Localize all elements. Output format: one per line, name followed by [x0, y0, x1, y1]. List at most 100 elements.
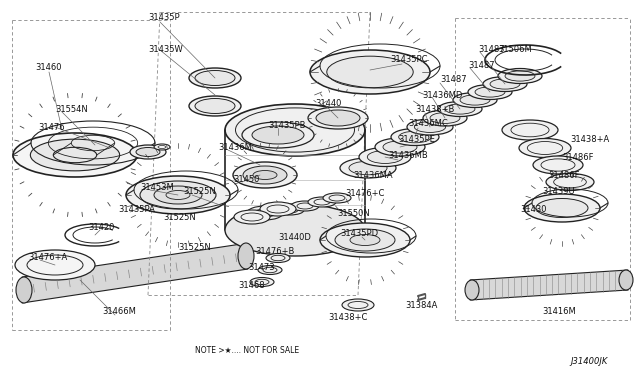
Ellipse shape [252, 126, 304, 144]
Ellipse shape [423, 110, 467, 126]
Text: 31525N: 31525N [183, 187, 216, 196]
Ellipse shape [189, 68, 241, 88]
Text: 31435PD: 31435PD [340, 228, 378, 237]
Ellipse shape [258, 266, 282, 275]
Ellipse shape [323, 193, 351, 203]
Text: 31476+C: 31476+C [345, 189, 385, 199]
Ellipse shape [349, 161, 387, 175]
Ellipse shape [195, 99, 235, 113]
Text: 31476: 31476 [38, 122, 65, 131]
Text: 31440: 31440 [315, 99, 341, 108]
Text: 31476+B: 31476+B [255, 247, 294, 257]
Ellipse shape [619, 270, 633, 290]
Ellipse shape [233, 162, 297, 188]
Text: J31400JK: J31400JK [570, 357, 607, 366]
Polygon shape [470, 270, 628, 300]
Ellipse shape [342, 299, 374, 311]
Ellipse shape [414, 122, 445, 132]
Ellipse shape [533, 156, 583, 174]
Text: 31487: 31487 [478, 45, 504, 55]
Ellipse shape [335, 229, 395, 251]
Polygon shape [22, 243, 248, 303]
Text: 31473: 31473 [248, 263, 275, 273]
Text: 31468: 31468 [238, 282, 264, 291]
Ellipse shape [468, 84, 512, 99]
Ellipse shape [154, 186, 202, 204]
Text: 31554N: 31554N [55, 106, 88, 115]
Text: 31440D: 31440D [278, 232, 311, 241]
Ellipse shape [490, 79, 520, 89]
Ellipse shape [195, 71, 235, 86]
Ellipse shape [367, 151, 403, 163]
Text: 31438+A: 31438+A [570, 135, 609, 144]
Text: 31525N: 31525N [178, 244, 211, 253]
Text: 31430: 31430 [520, 205, 547, 215]
Ellipse shape [30, 139, 120, 171]
Ellipse shape [189, 96, 241, 116]
Ellipse shape [399, 131, 431, 143]
Text: 31435P: 31435P [148, 13, 180, 22]
Ellipse shape [276, 205, 304, 215]
Text: 31550N: 31550N [337, 208, 370, 218]
Ellipse shape [483, 77, 527, 92]
Text: 31486F: 31486F [548, 170, 579, 180]
Ellipse shape [519, 138, 571, 157]
Text: 31436MA: 31436MA [353, 170, 392, 180]
Ellipse shape [291, 201, 319, 211]
Text: 31436M: 31436M [218, 144, 252, 153]
Ellipse shape [225, 204, 365, 256]
Ellipse shape [247, 206, 283, 220]
Ellipse shape [234, 210, 270, 224]
Ellipse shape [13, 133, 137, 177]
Ellipse shape [453, 93, 497, 108]
Text: 31435PE: 31435PE [398, 135, 435, 144]
Text: 31436MD: 31436MD [422, 90, 462, 99]
Ellipse shape [340, 158, 396, 178]
Ellipse shape [238, 243, 254, 269]
Ellipse shape [250, 278, 274, 286]
Text: 31435PA: 31435PA [118, 205, 155, 215]
Ellipse shape [266, 253, 290, 263]
Text: 31525N: 31525N [163, 214, 196, 222]
Ellipse shape [430, 113, 460, 124]
Text: NOTE >★.... NOT FOR SALE: NOTE >★.... NOT FOR SALE [195, 346, 299, 355]
Ellipse shape [465, 280, 479, 300]
Text: 31450: 31450 [233, 176, 259, 185]
Text: 31436MB: 31436MB [388, 151, 428, 160]
Ellipse shape [310, 50, 430, 94]
Ellipse shape [498, 68, 542, 83]
Text: 31420: 31420 [88, 224, 115, 232]
Text: 31506M: 31506M [498, 45, 532, 55]
Text: 31466M: 31466M [102, 308, 136, 317]
Ellipse shape [242, 122, 314, 148]
Ellipse shape [438, 102, 482, 116]
Ellipse shape [260, 202, 296, 216]
Ellipse shape [524, 194, 600, 222]
Ellipse shape [502, 120, 558, 140]
Text: 31439U: 31439U [542, 187, 575, 196]
Ellipse shape [308, 197, 336, 207]
Ellipse shape [16, 277, 32, 303]
Ellipse shape [359, 148, 411, 167]
Text: 31416M: 31416M [542, 308, 576, 317]
Ellipse shape [391, 128, 439, 145]
Ellipse shape [536, 199, 588, 218]
Ellipse shape [225, 104, 365, 156]
Ellipse shape [375, 138, 425, 156]
Ellipse shape [126, 176, 230, 214]
Text: 31435W: 31435W [148, 45, 183, 55]
Ellipse shape [15, 250, 95, 280]
Ellipse shape [308, 107, 368, 129]
Text: 31486F: 31486F [562, 154, 593, 163]
Ellipse shape [460, 95, 490, 105]
Text: 31487: 31487 [468, 61, 495, 70]
Text: 31476+A: 31476+A [28, 253, 67, 263]
Text: 31435PB: 31435PB [268, 122, 305, 131]
Ellipse shape [327, 56, 413, 88]
Ellipse shape [445, 104, 475, 114]
Ellipse shape [136, 148, 160, 157]
Ellipse shape [140, 181, 216, 209]
Ellipse shape [243, 166, 287, 184]
Ellipse shape [316, 110, 360, 126]
Ellipse shape [475, 87, 505, 97]
